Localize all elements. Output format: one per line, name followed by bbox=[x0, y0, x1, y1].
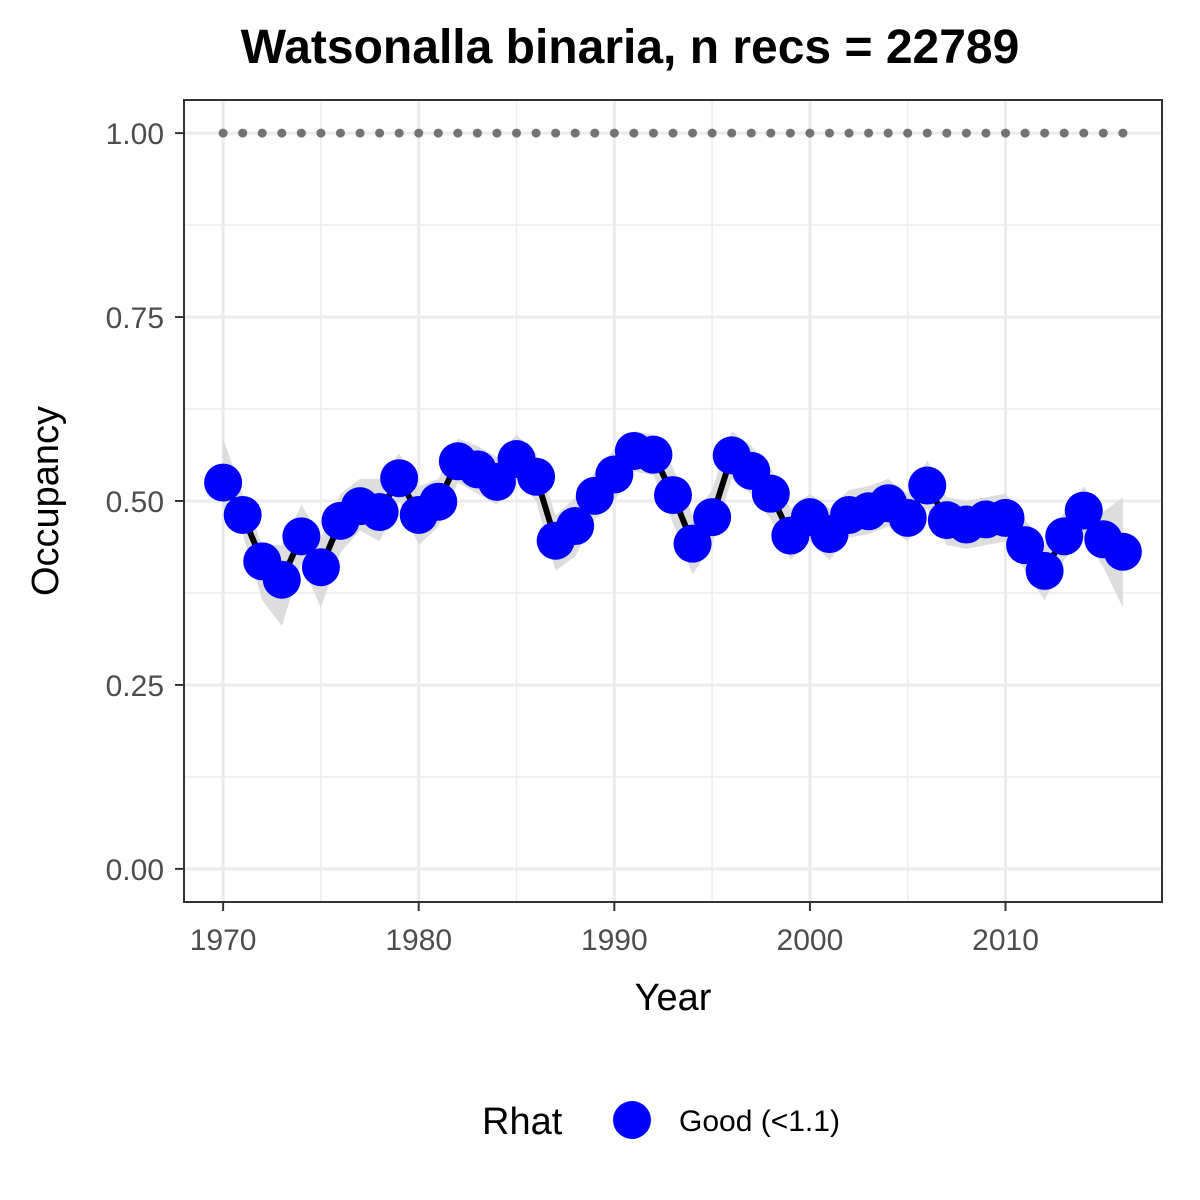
y-tick-label: 0.75 bbox=[106, 302, 164, 335]
reference-dot bbox=[453, 128, 463, 138]
reference-dot bbox=[238, 128, 248, 138]
reference-dot bbox=[864, 128, 874, 138]
reference-dot bbox=[766, 128, 776, 138]
reference-dot bbox=[922, 128, 932, 138]
series-points-layer bbox=[204, 431, 1142, 599]
data-point bbox=[693, 498, 732, 537]
data-point bbox=[204, 463, 243, 502]
data-point bbox=[986, 498, 1025, 537]
x-tick-label: 1980 bbox=[385, 924, 452, 957]
reference-dot bbox=[883, 128, 893, 138]
y-tick-label: 1.00 bbox=[106, 118, 164, 151]
reference-dot bbox=[492, 128, 502, 138]
reference-dot bbox=[746, 128, 756, 138]
y-tick-label: 0.00 bbox=[106, 854, 164, 887]
reference-dot bbox=[785, 128, 795, 138]
reference-dot bbox=[277, 128, 287, 138]
y-axis-ticks: 0.00 0.25 0.50 0.75 1.00 bbox=[106, 118, 184, 887]
reference-dot bbox=[688, 128, 698, 138]
data-point bbox=[1103, 532, 1142, 571]
data-point bbox=[360, 493, 399, 532]
data-point bbox=[654, 476, 692, 515]
data-point bbox=[301, 548, 340, 587]
legend-key-good bbox=[613, 1101, 651, 1139]
data-point bbox=[1064, 491, 1103, 530]
data-point bbox=[1025, 551, 1064, 590]
data-point bbox=[380, 459, 419, 498]
reference-dot bbox=[1098, 128, 1108, 138]
reference-dot bbox=[551, 128, 561, 138]
reference-dot bbox=[648, 128, 658, 138]
data-point bbox=[419, 482, 458, 521]
reference-dot bbox=[707, 128, 717, 138]
reference-dot bbox=[375, 128, 385, 138]
reference-line-layer bbox=[218, 128, 1128, 138]
data-point bbox=[1045, 517, 1084, 556]
reference-dot bbox=[903, 128, 913, 138]
y-tick-label: 0.50 bbox=[106, 486, 164, 519]
reference-dot bbox=[433, 128, 443, 138]
reference-dot bbox=[805, 128, 815, 138]
reference-dot bbox=[296, 128, 306, 138]
data-point bbox=[751, 474, 790, 513]
reference-dot bbox=[942, 128, 952, 138]
reference-dot bbox=[531, 128, 541, 138]
reference-dot bbox=[727, 128, 737, 138]
reference-dot bbox=[668, 128, 678, 138]
reference-dot bbox=[1020, 128, 1030, 138]
x-tick-label: 1990 bbox=[581, 924, 648, 957]
data-point bbox=[517, 457, 556, 496]
y-axis-title: Occupancy bbox=[25, 406, 67, 596]
reference-dot bbox=[609, 128, 619, 138]
reference-dot bbox=[414, 128, 424, 138]
x-axis-title: Year bbox=[635, 977, 712, 1019]
data-point bbox=[888, 498, 927, 537]
reference-dot bbox=[961, 128, 971, 138]
chart-title: Watsonalla binaria, n recs = 22789 bbox=[241, 21, 1020, 74]
reference-dot bbox=[1059, 128, 1069, 138]
reference-dot bbox=[1040, 128, 1050, 138]
data-point bbox=[556, 507, 595, 546]
data-point bbox=[1006, 526, 1045, 565]
reference-dot bbox=[1079, 128, 1089, 138]
reference-dot bbox=[472, 128, 482, 138]
reference-dot bbox=[570, 128, 580, 138]
legend: Rhat Good (<1.1) bbox=[482, 1101, 840, 1143]
x-tick-label: 2000 bbox=[777, 924, 844, 957]
reference-dot bbox=[512, 128, 522, 138]
reference-dot bbox=[218, 128, 228, 138]
x-axis-ticks: 1970 1980 1990 2000 2010 bbox=[190, 902, 1039, 957]
reference-dot bbox=[981, 128, 991, 138]
data-point bbox=[634, 435, 673, 474]
data-point bbox=[262, 560, 301, 599]
legend-title: Rhat bbox=[482, 1101, 563, 1143]
data-point bbox=[282, 517, 321, 556]
y-tick-label: 0.25 bbox=[106, 670, 164, 703]
x-tick-label: 1970 bbox=[190, 924, 257, 957]
data-point bbox=[908, 466, 947, 505]
reference-dot bbox=[394, 128, 404, 138]
data-point bbox=[223, 495, 262, 534]
reference-dot bbox=[257, 128, 267, 138]
reference-dot bbox=[1118, 128, 1128, 138]
reference-dot bbox=[335, 128, 345, 138]
data-point bbox=[673, 524, 712, 563]
reference-dot bbox=[844, 128, 854, 138]
reference-dot bbox=[355, 128, 365, 138]
reference-dot bbox=[629, 128, 639, 138]
reference-dot bbox=[316, 128, 326, 138]
reference-dot bbox=[1001, 128, 1011, 138]
x-tick-label: 2010 bbox=[972, 924, 1039, 957]
legend-label-good: Good (<1.1) bbox=[679, 1105, 840, 1138]
reference-dot bbox=[824, 128, 834, 138]
reference-dot bbox=[590, 128, 600, 138]
